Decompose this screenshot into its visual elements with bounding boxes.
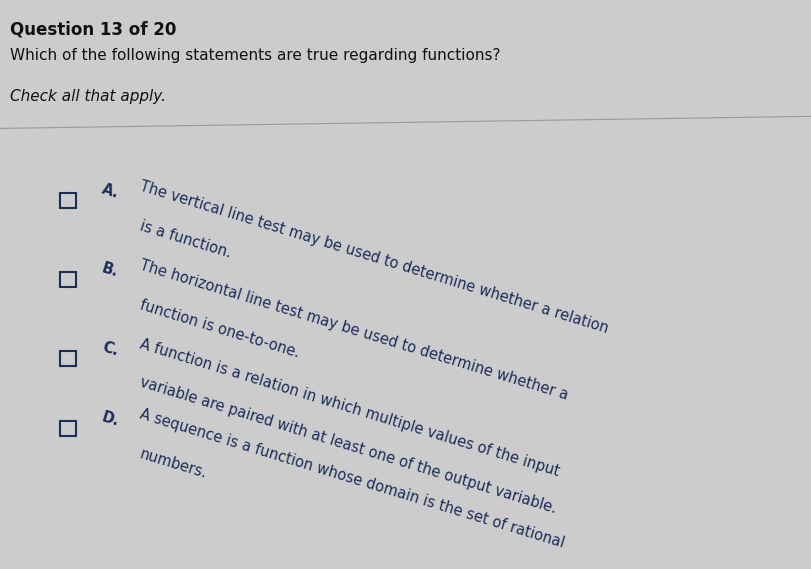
Bar [60,193,76,208]
Text: B.: B. [100,260,120,279]
Text: C.: C. [100,339,120,358]
Text: A sequence is a function whose domain is the set of rational: A sequence is a function whose domain is… [138,406,565,550]
Text: numbers.: numbers. [138,446,209,481]
Text: Check all that apply.: Check all that apply. [10,89,165,104]
Text: function is one-to-one.: function is one-to-one. [138,298,301,360]
Bar [60,420,76,435]
Text: The horizontal line test may be used to determine whether a: The horizontal line test may be used to … [138,257,569,402]
Text: is a function.: is a function. [138,218,233,261]
Bar [60,272,76,287]
Text: D.: D. [100,409,121,428]
Text: A function is a relation in which multiple values of the input: A function is a relation in which multip… [138,336,560,479]
Text: Which of the following statements are true regarding functions?: Which of the following statements are tr… [10,48,500,63]
Text: The vertical line test may be used to determine whether a relation: The vertical line test may be used to de… [138,178,610,336]
Text: variable are paired with at least one of the output variable.: variable are paired with at least one of… [138,374,558,516]
Text: Question 13 of 20: Question 13 of 20 [10,20,176,39]
Text: A.: A. [100,181,121,200]
Bar [60,351,76,366]
